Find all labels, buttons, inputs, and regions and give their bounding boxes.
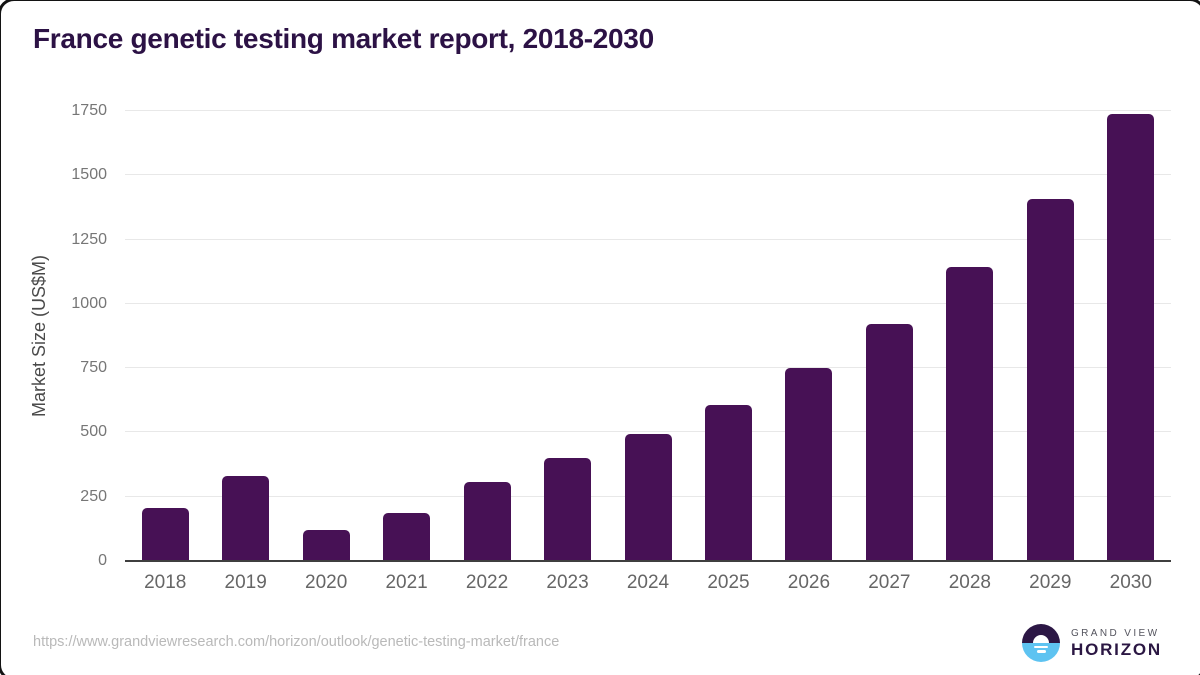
y-tick-label-1250: 1250: [71, 230, 107, 248]
bar-2026: [785, 368, 833, 561]
x-tick-label-2022: 2022: [465, 572, 509, 593]
x-tick-label-2018: 2018: [144, 572, 187, 593]
x-tick-label-2021: 2021: [385, 572, 428, 593]
gridline-1000: [125, 302, 1171, 304]
x-tick-label-2027: 2027: [868, 572, 911, 593]
x-axis-line: [125, 560, 1171, 562]
grand-view-horizon-logo: GRAND VIEW HORIZON: [1022, 624, 1162, 662]
gridline-500: [125, 431, 1171, 433]
gridline-750: [125, 367, 1171, 369]
bar-2029: [1026, 198, 1074, 561]
logo-brand-top: GRAND VIEW: [1071, 628, 1160, 639]
bar-2020: [302, 530, 350, 561]
bar-2019: [222, 476, 270, 561]
y-tick-label-250: 250: [80, 487, 107, 505]
bar-2018: [141, 507, 189, 561]
x-tick-label-2019: 2019: [224, 572, 267, 593]
bar-2021: [383, 512, 431, 561]
horizon-reflection-line: [1036, 650, 1046, 653]
y-tick-label-500: 500: [80, 423, 107, 441]
horizon-reflection-line: [1034, 645, 1048, 648]
y-tick-label-1500: 1500: [71, 166, 107, 184]
horizon-logo-icon: [1022, 624, 1060, 662]
logo-wordmark: GRAND VIEW HORIZON: [1071, 627, 1162, 659]
y-tick-label-750: 750: [80, 359, 107, 377]
x-tick-label-2020: 2020: [305, 572, 348, 593]
bar-2028: [946, 267, 994, 561]
x-tick-label-2028: 2028: [948, 572, 991, 593]
x-tick-label-2030: 2030: [1109, 572, 1152, 593]
gridline-1750: [125, 110, 1171, 111]
logo-brand-bottom: HORIZON: [1071, 640, 1162, 659]
bar-2027: [865, 324, 913, 561]
report-card-content: France genetic testing market report, 20…: [3, 3, 1200, 675]
bar-2024: [624, 433, 672, 561]
x-tick-label-2023: 2023: [546, 572, 589, 593]
y-tick-label-1750: 1750: [71, 102, 107, 119]
chart-title: France genetic testing market report, 20…: [33, 23, 654, 54]
gridline-1250: [125, 238, 1171, 240]
plot-area: 0 250 500 750 1000 1250 1500 1750 2018 2019 2020 20…: [71, 102, 1171, 593]
source-url: https://www.grandviewresearch.com/horizo…: [33, 634, 560, 650]
sun-icon: [1033, 635, 1049, 643]
x-tick-label-2025: 2025: [707, 572, 750, 593]
x-tick-label-2029: 2029: [1029, 572, 1072, 593]
gridline-1500: [125, 174, 1171, 176]
x-tick-label-2026: 2026: [787, 572, 831, 593]
bar-2030: [1107, 114, 1155, 561]
x-tick-label-2024: 2024: [626, 572, 670, 593]
bar-2022: [463, 481, 511, 561]
bar-2023: [544, 458, 592, 561]
y-tick-label-0: 0: [98, 552, 107, 569]
y-tick-label-1000: 1000: [71, 294, 107, 312]
bar-2025: [704, 404, 752, 561]
